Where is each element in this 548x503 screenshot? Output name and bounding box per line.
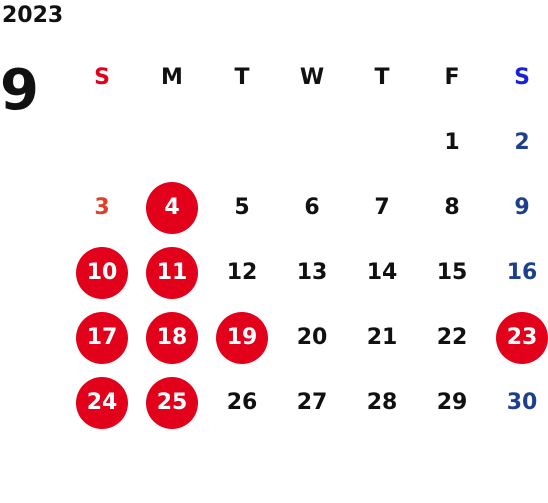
calendar-month: 9 [0, 58, 39, 123]
highlighted-day[interactable]: 24 [76, 376, 128, 429]
day-number[interactable]: 9 [514, 195, 530, 220]
day-number[interactable]: 16 [506, 260, 538, 285]
day-cell: 6 [277, 175, 347, 240]
calendar-year: 2023 [2, 3, 64, 28]
day-cell: 28 [347, 370, 417, 435]
day-cell [137, 110, 207, 175]
day-number[interactable]: 13 [296, 260, 328, 285]
highlighted-day[interactable]: 11 [146, 246, 198, 299]
day-cell: 18 [137, 305, 207, 370]
day-number[interactable]: 7 [374, 195, 390, 220]
day-number[interactable]: 29 [436, 390, 468, 415]
weekday-cell: T [207, 45, 277, 110]
weekday-label: M [161, 65, 183, 90]
weekday-cell: W [277, 45, 347, 110]
week-row: 24 25 26 27 28 29 30 [67, 370, 548, 435]
day-number[interactable]: 20 [296, 325, 328, 350]
day-cell: 27 [277, 370, 347, 435]
calendar-weeks: 1 2 3 4 5 6 7 8 9 10 11 12 13 14 15 16 17 18 19 20 21 22 23 24 2… [67, 110, 548, 435]
day-number[interactable]: 12 [226, 260, 258, 285]
day-cell: 14 [347, 240, 417, 305]
day-cell: 29 [417, 370, 487, 435]
highlighted-day[interactable]: 23 [496, 311, 548, 364]
day-number[interactable]: 6 [304, 195, 320, 220]
day-cell [347, 110, 417, 175]
weekday-label: T [234, 65, 250, 90]
day-cell: 7 [347, 175, 417, 240]
day-cell: 20 [277, 305, 347, 370]
highlighted-day[interactable]: 25 [146, 376, 198, 429]
day-cell [67, 110, 137, 175]
day-cell [207, 110, 277, 175]
day-number[interactable]: 15 [436, 260, 468, 285]
weekday-cell: S [67, 45, 137, 110]
week-row: 3 4 5 6 7 8 9 [67, 175, 548, 240]
day-cell: 12 [207, 240, 277, 305]
day-cell: 25 [137, 370, 207, 435]
day-number[interactable]: 2 [514, 130, 530, 155]
day-number[interactable]: 27 [296, 390, 328, 415]
day-cell: 1 [417, 110, 487, 175]
day-cell: 2 [487, 110, 548, 175]
weekday-cell: M [137, 45, 207, 110]
weekday-label: S [94, 65, 110, 90]
weekday-label: T [374, 65, 390, 90]
day-cell: 30 [487, 370, 548, 435]
day-cell: 11 [137, 240, 207, 305]
weekday-label: F [444, 65, 460, 90]
day-cell: 15 [417, 240, 487, 305]
weekday-label: S [514, 65, 530, 90]
highlighted-day[interactable]: 4 [146, 181, 198, 234]
weekday-cell: F [417, 45, 487, 110]
day-number[interactable]: 1 [444, 130, 460, 155]
day-number[interactable]: 14 [366, 260, 398, 285]
day-number[interactable]: 3 [94, 195, 110, 220]
day-cell: 8 [417, 175, 487, 240]
highlighted-day[interactable]: 10 [76, 246, 128, 299]
day-number[interactable]: 26 [226, 390, 258, 415]
highlighted-day[interactable]: 18 [146, 311, 198, 364]
week-row: 17 18 19 20 21 22 23 [67, 305, 548, 370]
day-cell: 21 [347, 305, 417, 370]
day-cell: 3 [67, 175, 137, 240]
day-cell: 19 [207, 305, 277, 370]
day-cell: 10 [67, 240, 137, 305]
day-cell: 17 [67, 305, 137, 370]
day-cell: 9 [487, 175, 548, 240]
day-number[interactable]: 5 [234, 195, 250, 220]
day-number[interactable]: 8 [444, 195, 460, 220]
day-number[interactable]: 21 [366, 325, 398, 350]
day-cell: 4 [137, 175, 207, 240]
day-number[interactable]: 22 [436, 325, 468, 350]
day-cell: 13 [277, 240, 347, 305]
day-cell [277, 110, 347, 175]
weekday-cell: S [487, 45, 548, 110]
day-cell: 16 [487, 240, 548, 305]
day-cell: 23 [487, 305, 548, 370]
day-cell: 26 [207, 370, 277, 435]
weekday-cell: T [347, 45, 417, 110]
highlighted-day[interactable]: 19 [216, 311, 268, 364]
day-cell: 5 [207, 175, 277, 240]
day-number[interactable]: 30 [506, 390, 538, 415]
day-number[interactable]: 28 [366, 390, 398, 415]
day-cell: 22 [417, 305, 487, 370]
day-cell: 24 [67, 370, 137, 435]
week-row: 10 11 12 13 14 15 16 [67, 240, 548, 305]
highlighted-day[interactable]: 17 [76, 311, 128, 364]
weekday-label: W [299, 65, 325, 90]
